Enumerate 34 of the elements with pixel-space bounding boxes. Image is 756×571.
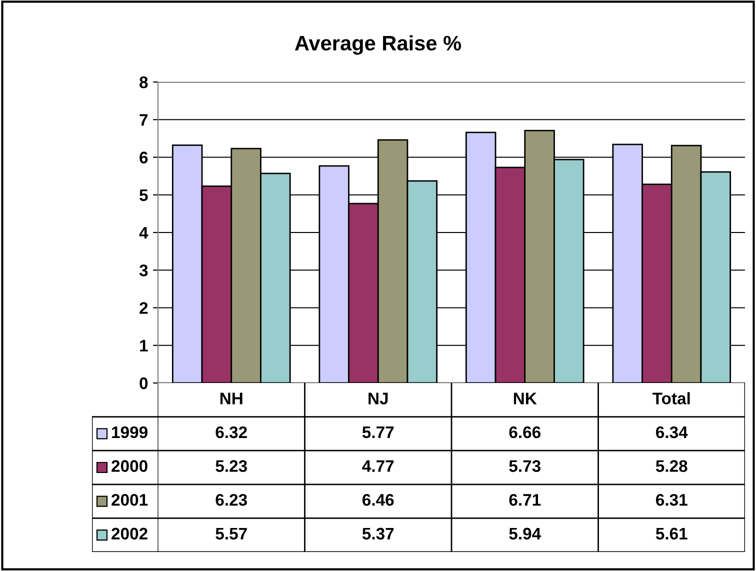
data-label: 6.32 (216, 426, 247, 438)
data-label: 5.77 (362, 426, 394, 438)
data-label: 5.73 (509, 460, 540, 472)
data-label: 5.61 (656, 528, 688, 540)
y-tick-label: 7 (140, 114, 148, 126)
y-tick-label: 3 (139, 264, 148, 276)
y-tick-label: 5 (140, 189, 148, 202)
data-label: 5.28 (656, 460, 688, 472)
x-tick-label: NH (220, 392, 242, 404)
data-label: 5.37 (362, 528, 394, 540)
data-label: 6.34 (656, 426, 688, 438)
data-label: 6.46 (362, 494, 394, 506)
chart-title: Average Raise % (294, 35, 462, 55)
x-tick-label: NK (514, 392, 537, 404)
x-tick-label: Total (652, 392, 690, 404)
data-label: 5.57 (216, 528, 247, 540)
y-tick-label: 4 (139, 227, 148, 239)
data-label: 6.31 (656, 494, 688, 506)
data-label: 6.71 (509, 494, 541, 506)
legend-label: 2002 (112, 528, 148, 540)
legend-label: 2001 (112, 494, 148, 506)
data-label: 5.94 (509, 528, 542, 540)
legend-label: 2000 (112, 460, 148, 472)
y-tick-label: 0 (140, 377, 148, 390)
y-tick-label: 6 (140, 152, 148, 164)
x-tick-label: NJ (368, 392, 388, 404)
y-tick-label: 2 (140, 302, 148, 314)
legend-label: 1999 (112, 426, 148, 438)
y-tick-label: 8 (140, 76, 148, 88)
data-label: 6.23 (216, 494, 247, 506)
data-label: 4.77 (362, 460, 394, 472)
data-label: 6.66 (509, 426, 540, 438)
data-label: 5.23 (216, 460, 247, 472)
y-tick-label: 1 (140, 340, 148, 352)
